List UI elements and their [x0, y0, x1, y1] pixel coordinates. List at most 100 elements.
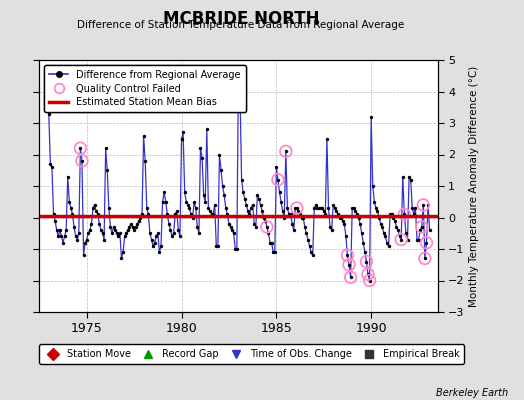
Point: [396, 233, 404, 240]
Point: [113, 230, 121, 236]
Point: [46, 161, 54, 167]
Point: [200, 192, 208, 199]
Point: [425, 227, 434, 233]
Point: [419, 202, 428, 208]
Point: [418, 224, 426, 230]
Point: [391, 218, 399, 224]
Point: [88, 221, 96, 227]
Point: [373, 208, 381, 214]
Point: [389, 214, 398, 221]
Point: [313, 205, 322, 211]
Point: [149, 243, 157, 249]
Point: [132, 224, 140, 230]
Point: [135, 218, 143, 224]
Point: [326, 224, 334, 230]
Point: [81, 240, 89, 246]
Point: [367, 114, 375, 120]
Point: [365, 277, 374, 284]
Point: [215, 151, 224, 158]
Point: [274, 176, 282, 183]
Point: [155, 249, 163, 255]
Point: [230, 230, 238, 236]
Point: [343, 252, 352, 258]
Point: [70, 224, 78, 230]
Point: [345, 262, 353, 268]
Point: [307, 249, 315, 255]
Point: [233, 246, 241, 252]
Point: [293, 205, 301, 211]
Point: [133, 221, 141, 227]
Point: [256, 202, 265, 208]
Point: [261, 218, 269, 224]
Point: [182, 198, 190, 205]
Point: [418, 224, 426, 230]
Legend: Difference from Regional Average, Quality Control Failed, Estimated Station Mean: Difference from Regional Average, Qualit…: [44, 65, 246, 112]
Text: Difference of Station Temperature Data from Regional Average: Difference of Station Temperature Data f…: [78, 20, 405, 30]
Point: [335, 214, 344, 221]
Point: [362, 258, 370, 265]
Point: [399, 173, 407, 180]
Point: [196, 145, 205, 151]
Point: [95, 221, 104, 227]
Point: [49, 211, 58, 218]
Point: [209, 211, 217, 218]
Point: [172, 208, 181, 214]
Point: [206, 208, 214, 214]
Point: [357, 230, 366, 236]
Point: [370, 198, 378, 205]
Point: [348, 205, 356, 211]
Point: [258, 208, 266, 214]
Y-axis label: Monthly Temperature Anomaly Difference (°C): Monthly Temperature Anomaly Difference (…: [468, 65, 478, 307]
Point: [91, 202, 99, 208]
Point: [301, 224, 309, 230]
Point: [304, 236, 312, 243]
Point: [400, 211, 409, 218]
Point: [59, 240, 67, 246]
Point: [287, 211, 295, 218]
Point: [419, 202, 428, 208]
Point: [192, 205, 200, 211]
Point: [294, 208, 303, 214]
Point: [82, 236, 91, 243]
Point: [381, 233, 389, 240]
Point: [298, 214, 306, 221]
Point: [237, 176, 246, 183]
Point: [278, 208, 287, 214]
Point: [154, 230, 162, 236]
Legend: Station Move, Record Gap, Time of Obs. Change, Empirical Break: Station Move, Record Gap, Time of Obs. C…: [39, 344, 464, 364]
Point: [259, 214, 268, 221]
Point: [79, 252, 88, 258]
Point: [280, 214, 288, 221]
Point: [290, 227, 298, 233]
Point: [139, 132, 148, 139]
Point: [223, 211, 232, 218]
Point: [117, 255, 126, 262]
Point: [315, 205, 323, 211]
Point: [208, 211, 216, 218]
Point: [422, 240, 431, 246]
Point: [94, 211, 102, 218]
Point: [376, 221, 385, 227]
Point: [388, 211, 396, 218]
Point: [57, 233, 66, 240]
Point: [152, 233, 160, 240]
Point: [234, 72, 243, 79]
Point: [299, 214, 308, 221]
Point: [84, 230, 92, 236]
Point: [144, 211, 152, 218]
Point: [296, 211, 304, 218]
Point: [127, 221, 135, 227]
Point: [239, 189, 247, 196]
Point: [305, 243, 314, 249]
Point: [285, 211, 293, 218]
Point: [421, 255, 429, 262]
Point: [147, 236, 156, 243]
Point: [161, 198, 170, 205]
Point: [211, 202, 219, 208]
Point: [410, 211, 418, 218]
Point: [204, 205, 213, 211]
Point: [121, 233, 129, 240]
Point: [114, 233, 123, 240]
Point: [241, 195, 249, 202]
Point: [174, 227, 182, 233]
